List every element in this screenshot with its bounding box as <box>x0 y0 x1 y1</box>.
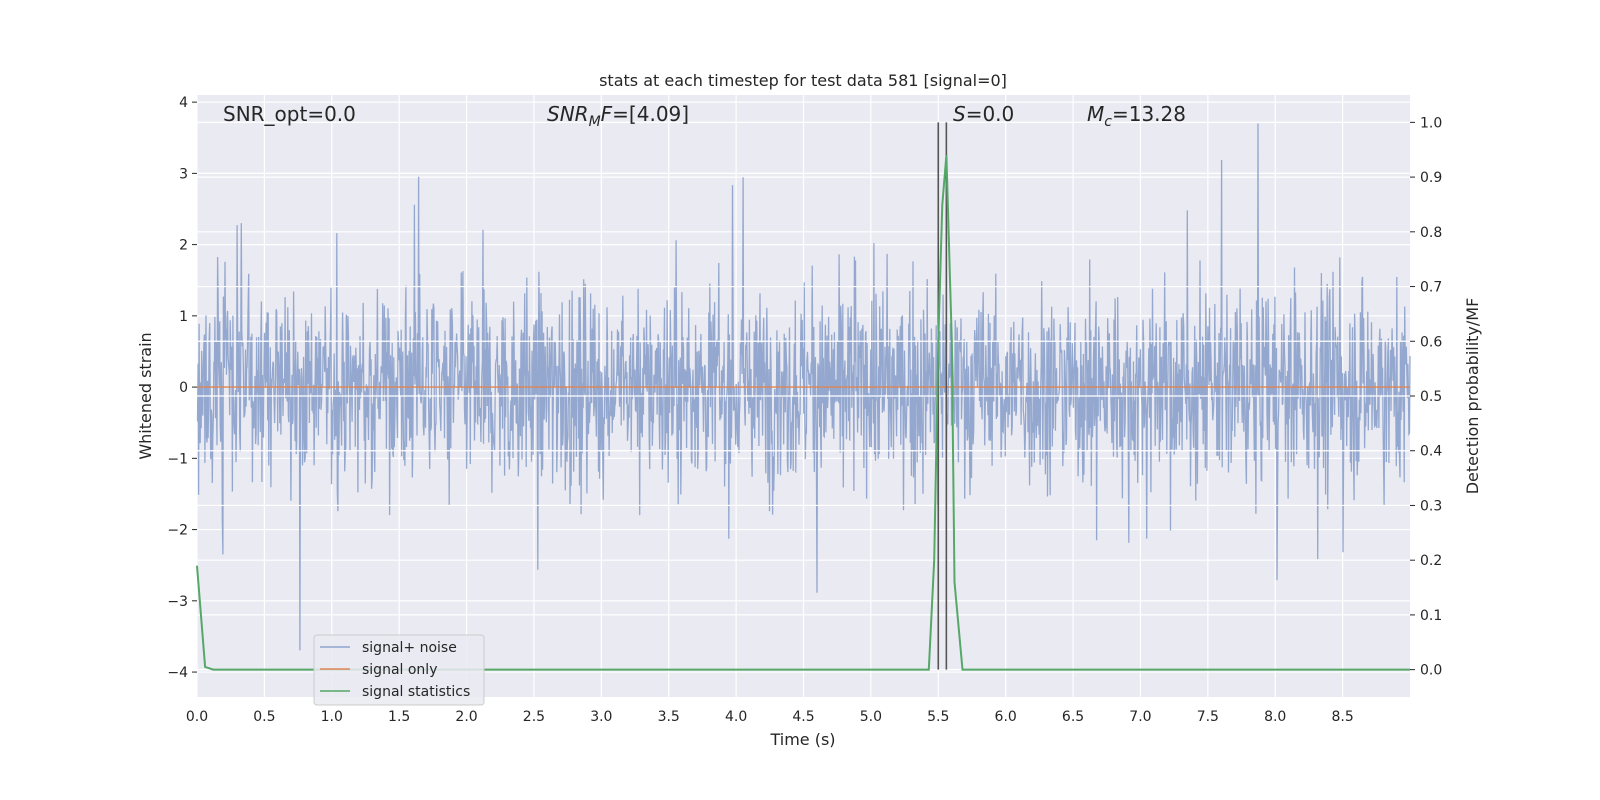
y-left-tick-label-5: −1 <box>167 451 188 467</box>
y-left-tick-label-2: 2 <box>179 238 188 254</box>
annotation-snr-mf-value: =[4.09] <box>612 102 689 126</box>
legend-label-stats: signal statistics <box>362 684 470 700</box>
legend-label-signal: signal only <box>362 662 437 678</box>
y-left-tick-label-4: 0 <box>179 380 188 396</box>
x-tick-label-12: 6.0 <box>995 709 1017 725</box>
x-tick-label-6: 3.0 <box>590 709 612 725</box>
y-axis-right-label: Detection probability/MF <box>1463 298 1482 495</box>
annotation-mc-main: M <box>1087 102 1104 126</box>
y-right-tick-label-1: 0.9 <box>1420 170 1442 186</box>
x-axis-ticks: 0.0 0.5 1.0 1.5 2.0 2.5 3.0 3.5 4.0 4.5 5.0 5.5 6.0 6… <box>186 709 1354 725</box>
annotation-s-main: S <box>953 102 966 126</box>
x-tick-label-10: 5.0 <box>860 709 882 725</box>
annotation-s-value: =0.0 <box>966 102 1015 126</box>
x-tick-label-2: 1.0 <box>321 709 343 725</box>
x-tick-label-0: 0.0 <box>186 709 208 725</box>
x-tick-label-7: 3.5 <box>658 709 680 725</box>
y-right-tick-label-3: 0.7 <box>1420 280 1442 296</box>
x-tick-label-3: 1.5 <box>388 709 410 725</box>
y-axis-right-ticks: 1.0 0.9 0.8 0.7 0.6 0.5 0.4 0.3 0.2 0.1 0.0 <box>1410 115 1442 679</box>
x-tick-label-1: 0.5 <box>253 709 275 725</box>
annotation-snr-mf-main: SNR <box>547 102 589 126</box>
chart-title: stats at each timestep for test data 581… <box>599 71 1007 90</box>
y-right-tick-label-10: 0.0 <box>1420 663 1442 679</box>
x-tick-label-11: 5.5 <box>927 709 949 725</box>
legend: signal+ noise signal only signal statist… <box>313 634 485 706</box>
legend-box <box>313 634 485 706</box>
annotation-snr-mf: SNRMF=[4.09] <box>547 102 689 130</box>
vertical-marker-lines <box>937 122 948 670</box>
noise-series <box>196 123 1411 651</box>
y-left-tick-label-0: 4 <box>179 95 188 111</box>
x-tick-label-4: 2.0 <box>455 709 477 725</box>
y-right-tick-label-8: 0.2 <box>1420 553 1442 569</box>
annotation-mc-sub: c <box>1104 114 1112 130</box>
y-right-tick-label-7: 0.3 <box>1420 498 1442 514</box>
y-left-tick-label-8: −4 <box>167 665 188 681</box>
x-axis-label: Time (s) <box>769 730 835 749</box>
x-tick-label-8: 4.0 <box>725 709 747 725</box>
y-right-tick-label-4: 0.6 <box>1420 334 1442 350</box>
x-tick-label-5: 2.5 <box>523 709 545 725</box>
noise-line <box>196 123 1411 651</box>
y-right-tick-label-0: 1.0 <box>1420 115 1442 131</box>
y-right-tick-label-5: 0.5 <box>1420 389 1442 405</box>
annotation-snr-mf-sub: M <box>589 114 601 130</box>
x-tick-label-15: 7.5 <box>1197 709 1219 725</box>
x-tick-label-14: 7.0 <box>1129 709 1151 725</box>
legend-label-noise: signal+ noise <box>362 640 457 656</box>
y-left-tick-label-7: −3 <box>167 594 188 610</box>
y-right-tick-label-2: 0.8 <box>1420 225 1442 241</box>
annotation-snr-opt: SNR_opt=0.0 <box>223 102 356 126</box>
x-tick-label-17: 8.5 <box>1331 709 1353 725</box>
y-left-tick-label-1: 3 <box>179 166 188 182</box>
y-right-tick-label-6: 0.4 <box>1420 444 1442 460</box>
annotation-s: S=0.0 <box>953 102 1014 126</box>
x-tick-label-16: 8.0 <box>1264 709 1286 725</box>
y-axis-left-ticks: 4 3 2 1 0 −1 −2 −3 −4 <box>167 95 197 681</box>
plot-contents <box>196 122 1411 671</box>
horizontal-reference-lines <box>197 285 1410 507</box>
y-axis-left-label: Whitened strain <box>136 332 155 459</box>
y-left-tick-label-6: −2 <box>167 523 188 539</box>
annotation-mc-value: =13.28 <box>1112 102 1186 126</box>
x-tick-label-13: 6.5 <box>1062 709 1084 725</box>
annotation-snr-mf-rest-italic: F <box>601 102 613 126</box>
signal-statistics-line <box>196 155 1410 671</box>
signal-statistics-series <box>196 155 1410 671</box>
x-tick-label-9: 4.5 <box>792 709 814 725</box>
y-left-tick-label-3: 1 <box>179 309 188 325</box>
y-right-tick-label-9: 0.1 <box>1420 608 1442 624</box>
annotation-mc: Mc=13.28 <box>1087 102 1186 130</box>
